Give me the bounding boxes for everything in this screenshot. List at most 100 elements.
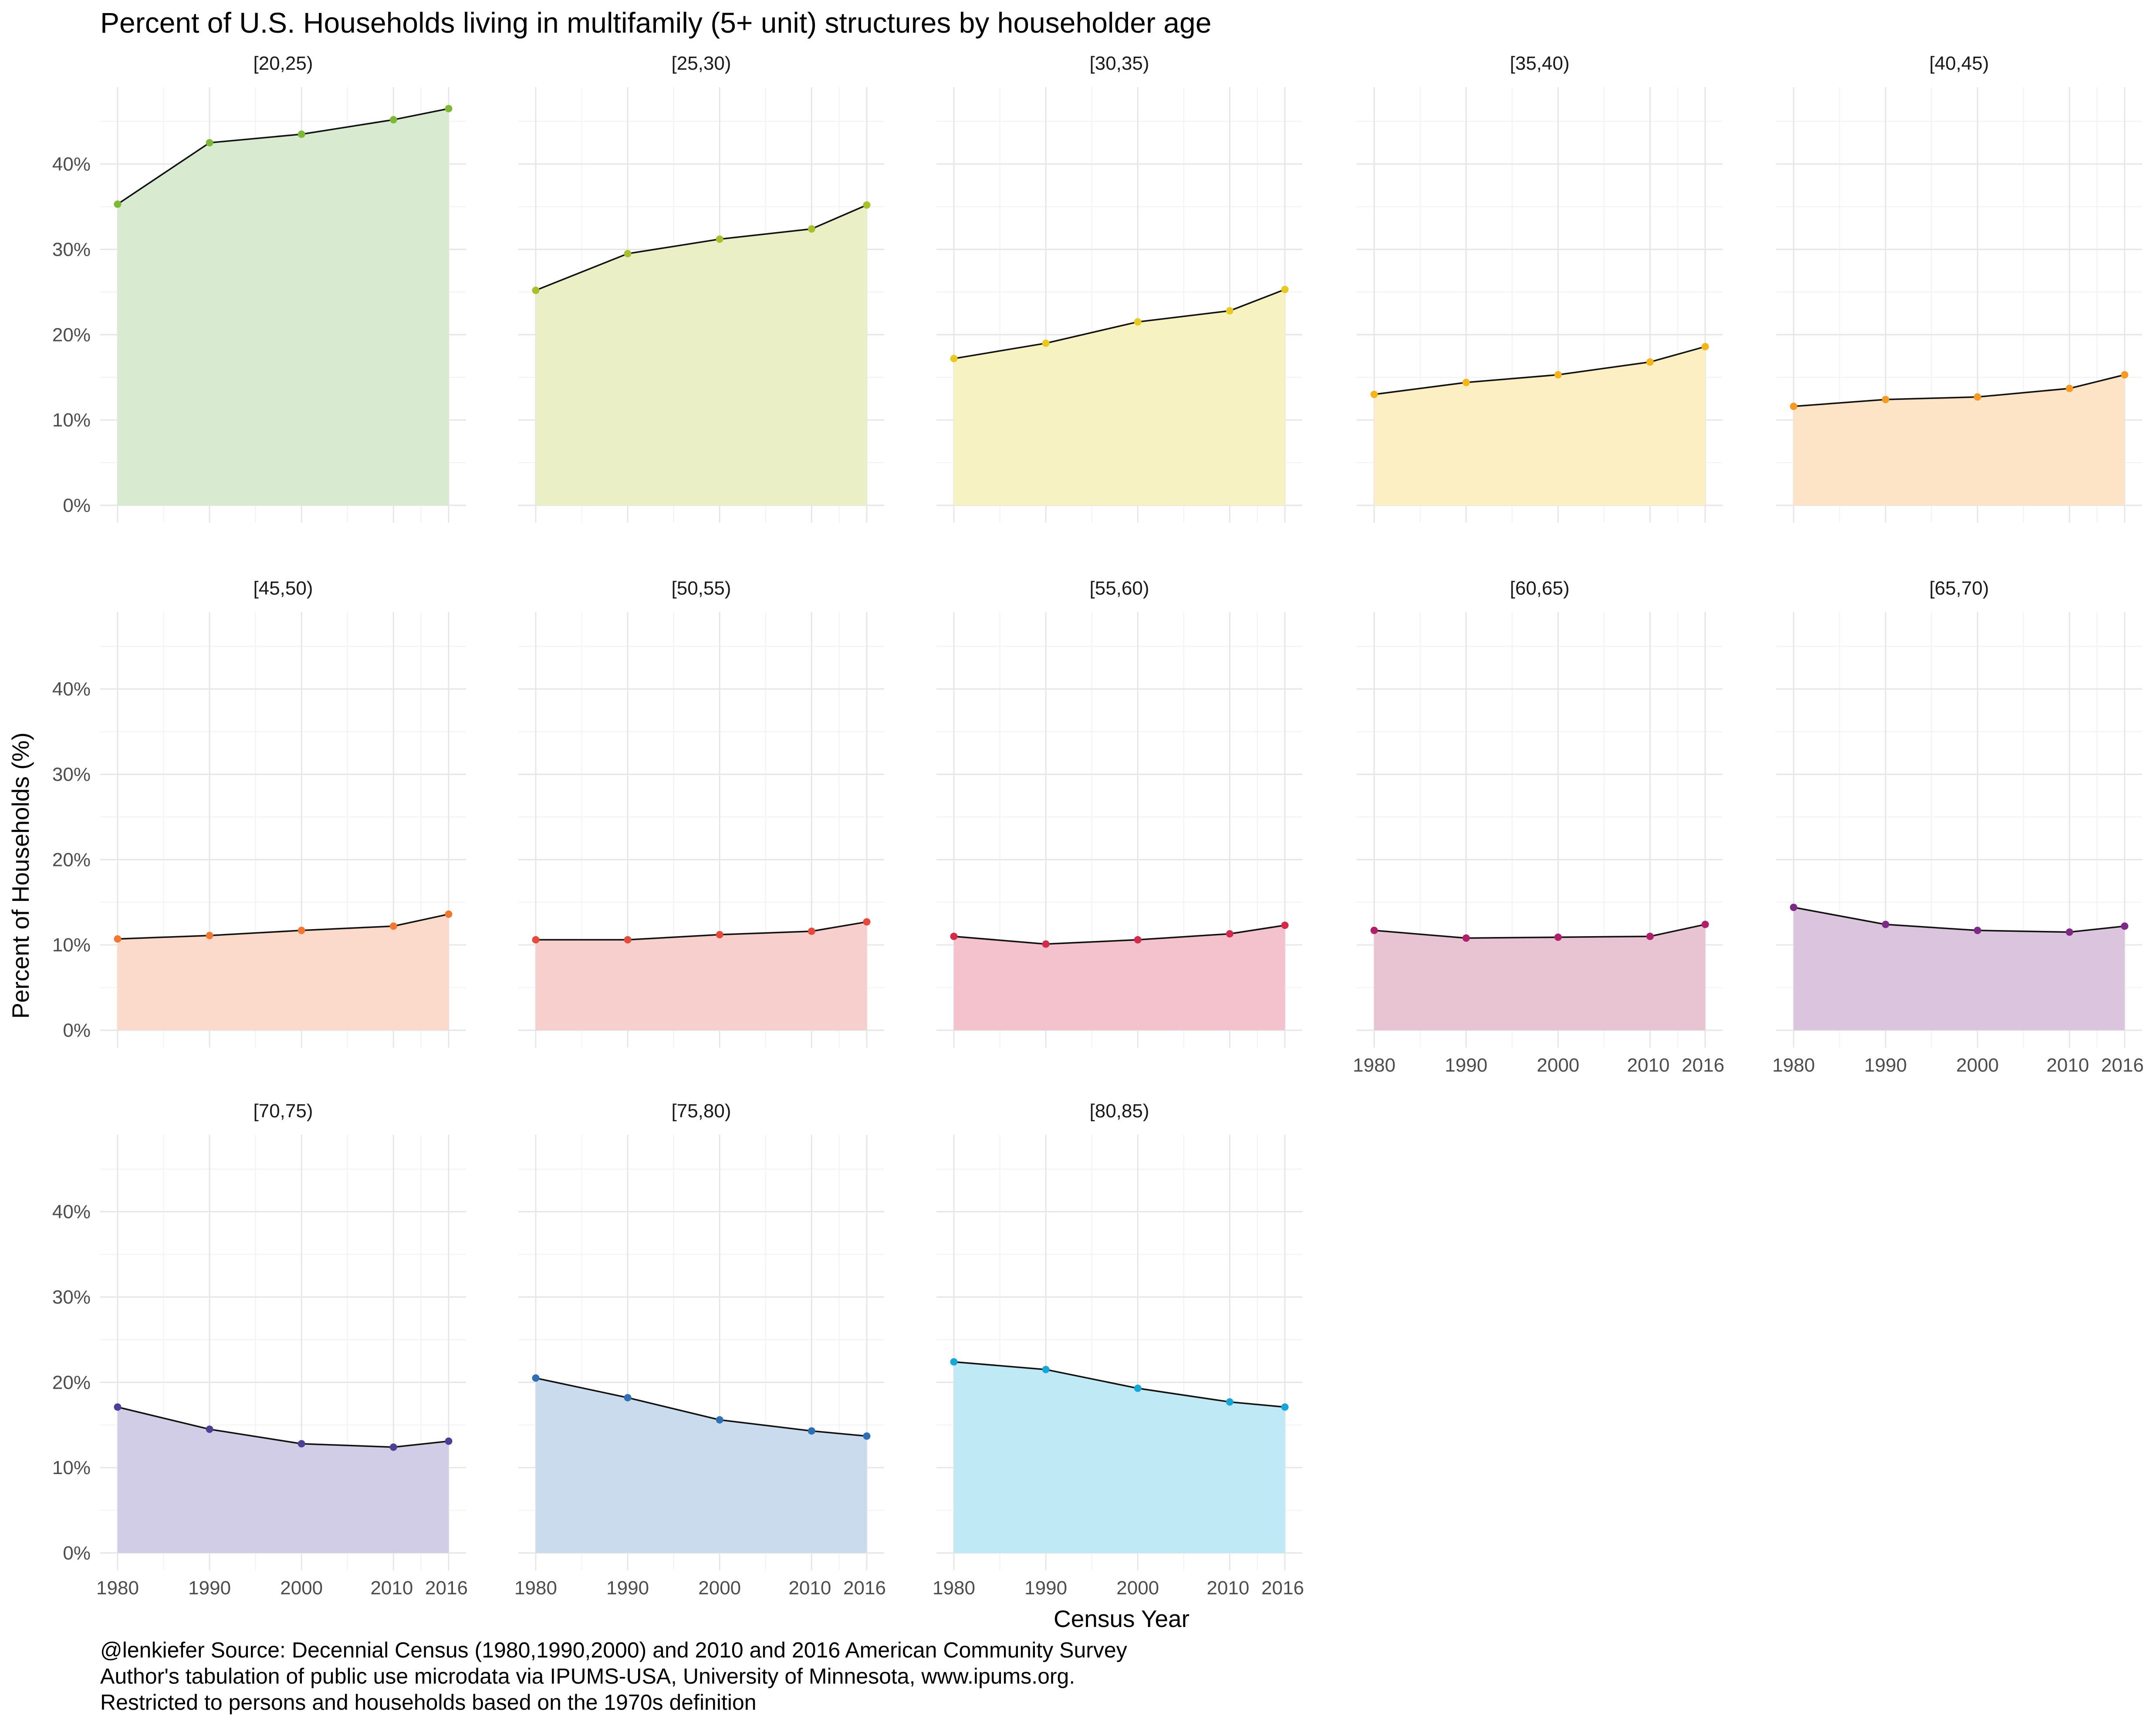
facet-strip-label: [20,25)	[253, 53, 313, 74]
data-point	[1042, 1366, 1050, 1373]
x-tick-label: 2000	[1537, 1055, 1579, 1076]
facet-strip-label: [75,80)	[672, 1100, 731, 1122]
x-tick-label: 2010	[1206, 1577, 1249, 1599]
series-area	[1794, 907, 2125, 1030]
series-area	[1794, 375, 2125, 505]
data-point	[297, 1440, 305, 1448]
x-tick-label: 2010	[2046, 1055, 2089, 1076]
series-area	[118, 914, 449, 1030]
x-tick-label: 1990	[606, 1577, 649, 1599]
y-tick-label: 20%	[52, 849, 91, 870]
series-area	[118, 108, 449, 505]
data-point	[950, 355, 958, 362]
facet-strip-label: [40,45)	[1930, 53, 1989, 74]
y-tick-label: 40%	[52, 1201, 91, 1223]
y-tick-label: 40%	[52, 154, 91, 175]
facet-panel: [20,25) 0% 10% 20% 30% 40%	[52, 53, 466, 523]
facet-panel: [75,80) 1980 1990 2000 2010 2016	[514, 1100, 886, 1599]
y-tick-label: 10%	[52, 409, 91, 431]
data-point	[297, 927, 305, 934]
data-point	[1281, 921, 1289, 929]
data-point	[1042, 339, 1050, 347]
data-point	[624, 936, 632, 944]
x-tick-label: 2016	[1682, 1055, 1724, 1076]
chart-title: Percent of U.S. Households living in mul…	[100, 7, 1211, 39]
data-point	[1790, 903, 1798, 911]
facet-panel: [70,75) 0% 10% 20% 30% 40% 1980 1990 2000 2010 201…	[52, 1100, 468, 1599]
y-tick-label: 0%	[63, 495, 91, 516]
facet-panel: [35,40)	[1357, 53, 1723, 523]
series-area	[954, 1362, 1285, 1553]
x-tick-label: 1980	[514, 1577, 557, 1599]
facet-strip-label: [50,55)	[672, 578, 731, 599]
data-point	[808, 1427, 815, 1435]
data-point	[808, 225, 815, 233]
data-point	[532, 1374, 540, 1382]
data-point	[114, 935, 122, 943]
series-area	[954, 289, 1285, 505]
data-point	[1882, 920, 1889, 928]
y-tick-label: 10%	[52, 934, 91, 956]
facet-strip-label: [35,40)	[1510, 53, 1570, 74]
data-point	[808, 927, 815, 935]
x-tick-label: 2010	[370, 1577, 413, 1599]
series-area	[536, 205, 867, 506]
x-tick-label: 2000	[1956, 1055, 1999, 1076]
data-point	[2065, 928, 2073, 936]
data-point	[716, 235, 723, 243]
y-tick-label: 30%	[52, 764, 91, 785]
data-point	[1281, 286, 1289, 294]
x-tick-label: 1990	[1024, 1577, 1067, 1599]
data-point	[389, 1443, 397, 1451]
data-point	[863, 1432, 871, 1440]
y-tick-label: 20%	[52, 324, 91, 345]
data-point	[1370, 390, 1378, 398]
data-point	[1281, 1403, 1289, 1411]
facet-strip-label: [70,75)	[253, 1100, 313, 1122]
y-tick-label: 0%	[63, 1020, 91, 1041]
data-point	[1134, 1384, 1142, 1392]
data-point	[1646, 358, 1654, 366]
facet-panel: [60,65) 1980 1990 2000 2010 2016	[1353, 578, 1724, 1076]
data-point	[389, 922, 397, 930]
data-point	[716, 931, 723, 939]
x-tick-label: 2010	[1627, 1055, 1669, 1076]
facet-panel: [80,85) 1980 1990 2000 2010 2016	[933, 1100, 1304, 1599]
x-tick-label: 2016	[1261, 1577, 1304, 1599]
caption-line-1: @lenkiefer Source: Decennial Census (198…	[100, 1638, 1127, 1662]
facet-panel: [45,50) 0% 10% 20% 30% 40%	[52, 578, 466, 1048]
series-area	[536, 1378, 867, 1553]
caption-line-2: Author's tabulation of public use microd…	[100, 1664, 1075, 1688]
facet-strip-label: [30,35)	[1090, 53, 1149, 74]
facet-strip-label: [60,65)	[1510, 578, 1570, 599]
data-point	[297, 130, 305, 138]
data-point	[624, 250, 632, 257]
x-tick-label: 2016	[425, 1577, 468, 1599]
data-point	[950, 933, 958, 940]
data-point	[1974, 393, 1981, 401]
y-tick-label: 20%	[52, 1372, 91, 1393]
y-tick-label: 40%	[52, 679, 91, 700]
data-point	[1646, 933, 1654, 940]
facet-panel: [40,45)	[1776, 53, 2142, 523]
data-point	[206, 1425, 213, 1433]
data-point	[389, 116, 397, 124]
series-area	[536, 922, 867, 1030]
data-point	[1370, 927, 1378, 934]
facet-strip-label: [80,85)	[1090, 1100, 1149, 1122]
data-point	[114, 1403, 122, 1411]
y-tick-label: 0%	[63, 1542, 91, 1564]
y-tick-label: 30%	[52, 239, 91, 260]
facet-panel: [55,60)	[936, 578, 1302, 1048]
facet-panel: [30,35)	[936, 53, 1302, 523]
caption-line-3: Restricted to persons and households bas…	[100, 1690, 757, 1715]
facet-panel: [65,70) 1980 1990 2000 2010 2016	[1772, 578, 2144, 1076]
data-point	[1554, 934, 1562, 941]
x-tick-label: 2016	[843, 1577, 886, 1599]
data-point	[445, 105, 453, 112]
data-point	[1042, 940, 1050, 948]
data-point	[1790, 402, 1798, 410]
series-area	[1374, 924, 1705, 1030]
data-point	[2121, 922, 2129, 930]
facet-panels: [20,25) 0% 10% 20% 30% 40% [25,30) [30,35) [35,4…	[52, 53, 2144, 1599]
